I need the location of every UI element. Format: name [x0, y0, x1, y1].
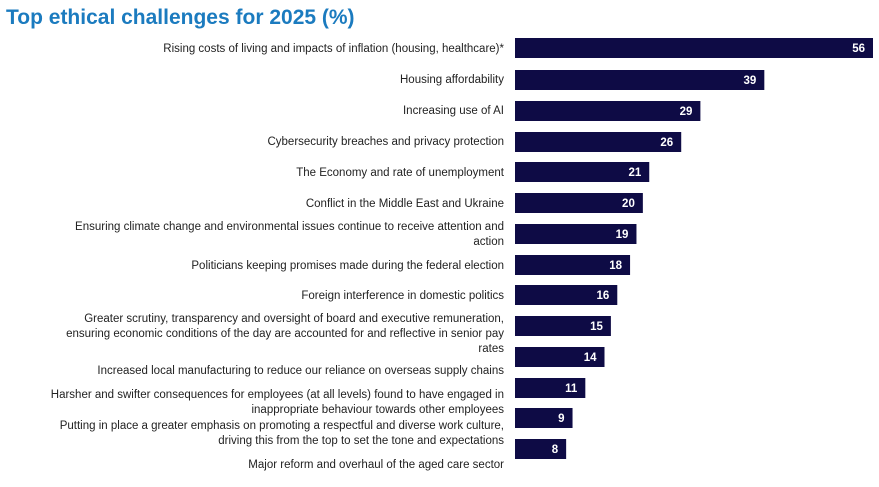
bar — [515, 70, 765, 90]
category-label: Harsher and swifter consequences for emp… — [51, 389, 504, 401]
bar — [515, 255, 631, 275]
data-label: 16 — [596, 290, 609, 302]
data-label: 56 — [852, 43, 865, 55]
bar — [515, 316, 611, 336]
category-label: Greater scrutiny, transparency and overs… — [84, 313, 504, 325]
category-label: Conflict in the Middle East and Ukraine — [306, 198, 504, 210]
category-label: ensuring economic conditions of the day … — [66, 328, 504, 340]
data-label: 15 — [590, 321, 603, 333]
data-label: 9 — [558, 413, 564, 425]
category-label: action — [473, 236, 504, 248]
category-label: inappropriate behaviour towards other em… — [251, 404, 504, 416]
category-label: The Economy and rate of unemployment — [296, 167, 505, 179]
bar — [515, 224, 637, 244]
category-label: Increasing use of AI — [403, 105, 504, 117]
bar — [515, 162, 650, 182]
bar — [515, 38, 873, 58]
bar — [515, 439, 567, 459]
category-label: Major reform and overhaul of the aged ca… — [248, 459, 504, 471]
data-label: 19 — [616, 229, 629, 241]
category-label: Rising costs of living and impacts of in… — [163, 43, 504, 55]
category-label: Increased local manufacturing to reduce … — [97, 365, 504, 377]
bar — [515, 347, 605, 367]
category-label: Ensuring climate change and environmenta… — [75, 221, 504, 233]
category-label: Politicians keeping promises made during… — [191, 260, 504, 272]
data-label: 21 — [628, 167, 641, 179]
category-label: Putting in place a greater emphasis on p… — [60, 420, 504, 432]
category-label: driving this from the top to set the ton… — [218, 435, 504, 447]
data-label: 18 — [609, 260, 622, 272]
chart-title: Top ethical challenges for 2025 (%) — [6, 6, 355, 29]
bar — [515, 132, 682, 152]
bar — [515, 408, 573, 428]
data-label: 39 — [744, 75, 757, 87]
category-label: Cybersecurity breaches and privacy prote… — [267, 136, 504, 148]
data-label: 20 — [622, 198, 635, 210]
bar — [515, 101, 701, 121]
bar — [515, 378, 586, 398]
data-label: 11 — [565, 383, 578, 395]
category-label: Foreign interference in domestic politic… — [301, 290, 504, 302]
bar — [515, 285, 618, 305]
bar — [515, 193, 643, 213]
data-label: 26 — [660, 137, 673, 149]
data-label: 14 — [584, 352, 597, 364]
category-label: Housing affordability — [400, 74, 504, 86]
category-label: rates — [478, 343, 504, 355]
data-label: 29 — [680, 106, 693, 118]
data-label: 8 — [552, 444, 559, 456]
